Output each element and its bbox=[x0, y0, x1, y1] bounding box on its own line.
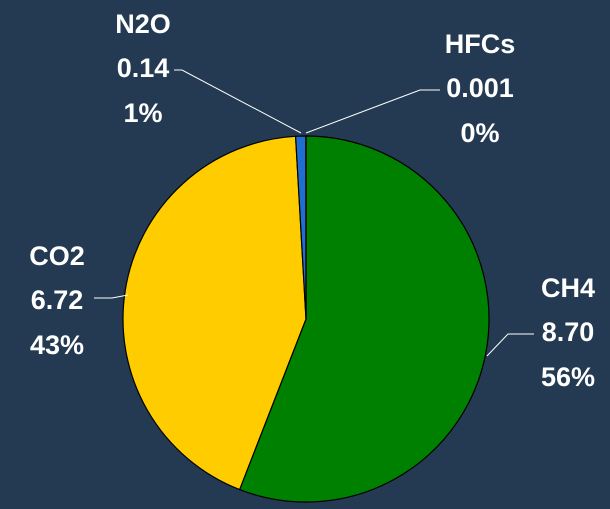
slice-label: CH4 bbox=[541, 273, 595, 303]
slice-label: CO2 bbox=[29, 241, 85, 271]
percent-label: 43% bbox=[30, 330, 84, 360]
pie-slice bbox=[122, 135, 307, 491]
leader-line bbox=[174, 69, 302, 134]
leader-line bbox=[94, 294, 129, 299]
pie-slice bbox=[238, 135, 490, 503]
slice-label: HFCs bbox=[445, 29, 516, 59]
value-label: 8.70 bbox=[542, 317, 595, 347]
leader-line bbox=[486, 333, 534, 357]
percent-label: 0% bbox=[460, 118, 499, 148]
value-label: 6.72 bbox=[31, 285, 84, 315]
value-label: 0.001 bbox=[446, 73, 514, 103]
slice-label: N2O bbox=[115, 9, 171, 39]
value-label: 0.14 bbox=[117, 53, 170, 83]
percent-label: 56% bbox=[541, 362, 595, 392]
leader-line bbox=[305, 89, 440, 134]
percent-label: 1% bbox=[123, 98, 162, 128]
